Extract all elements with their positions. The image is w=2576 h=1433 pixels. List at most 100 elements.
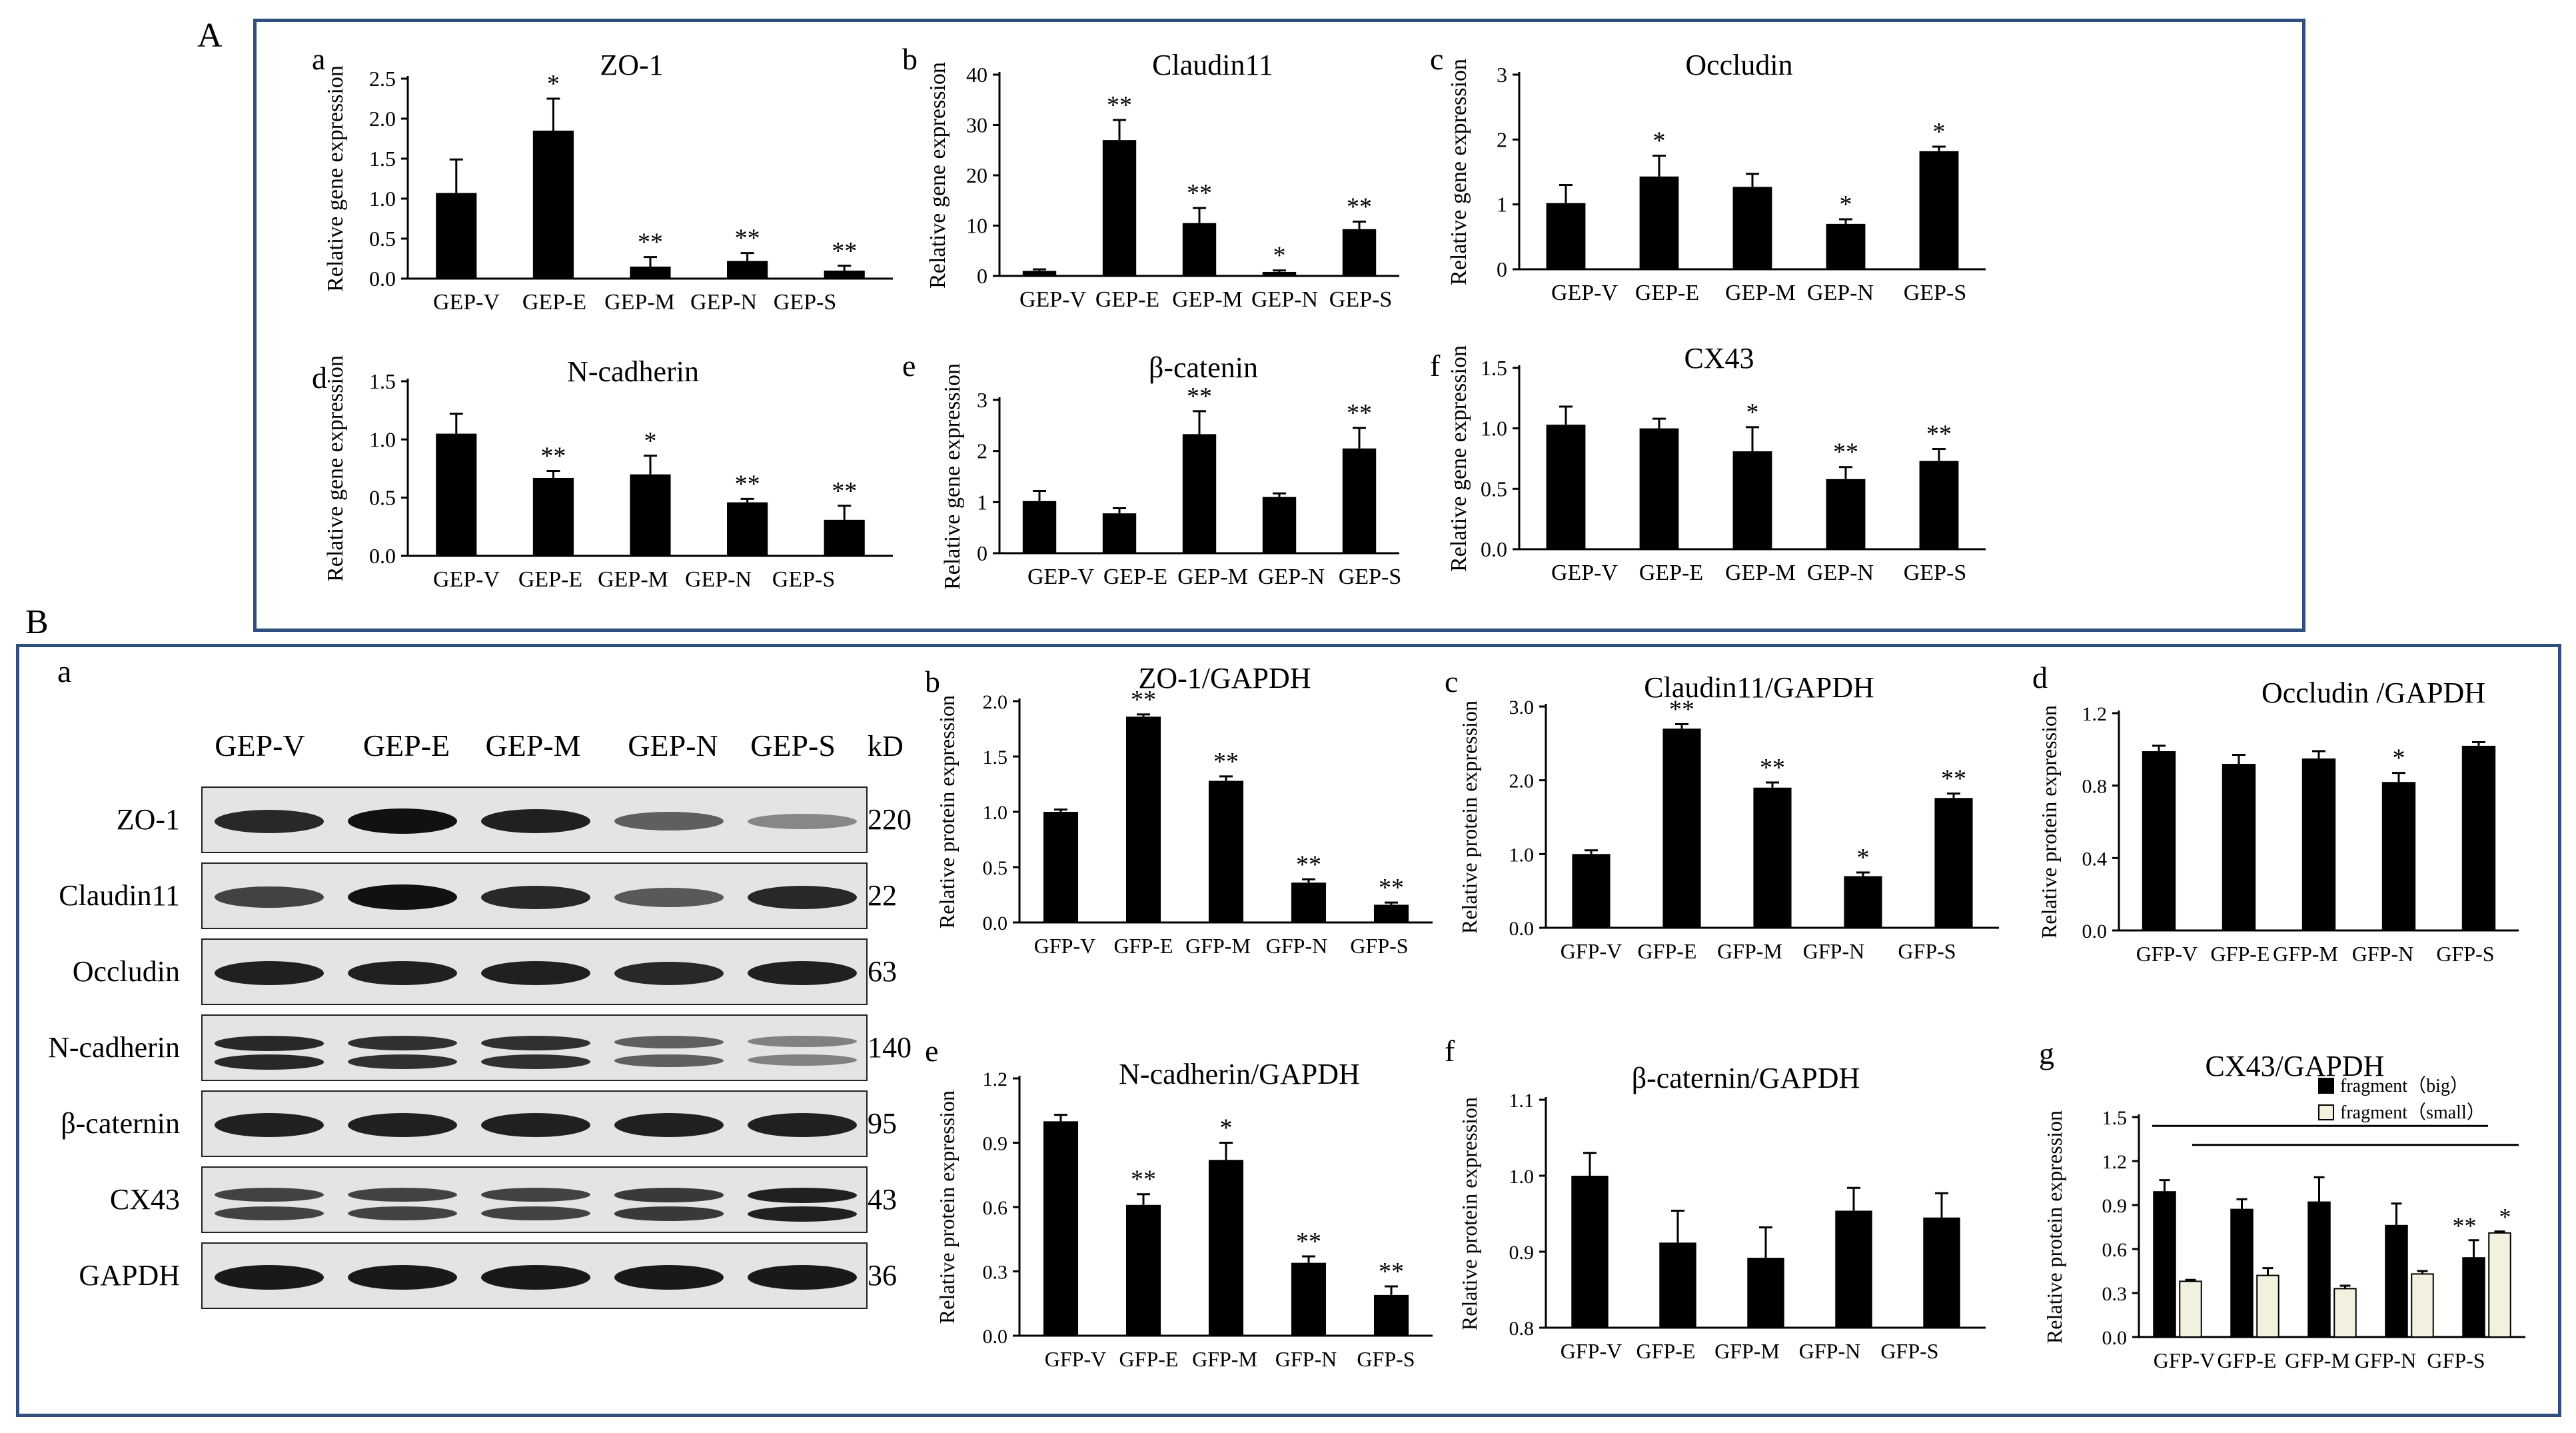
blot-band xyxy=(614,1113,724,1137)
blot-band xyxy=(614,961,724,985)
blot-band xyxy=(614,1264,724,1290)
x-tick-label: GEP-V xyxy=(1551,281,1618,305)
legend-swatch xyxy=(2318,1104,2334,1120)
blot-band xyxy=(748,1188,857,1203)
y-axis-label: Relative gene expression xyxy=(926,62,950,289)
x-tick-label: GEP-E xyxy=(522,290,586,315)
y-tick-label: 0.9 xyxy=(983,1133,1008,1155)
x-tick-label: GEP-N xyxy=(1807,561,1874,585)
bar xyxy=(630,267,671,279)
y-tick-label: 1.2 xyxy=(983,1068,1008,1090)
bar xyxy=(2385,1224,2408,1338)
blot-band xyxy=(348,884,457,910)
x-tick-label: GEP-V xyxy=(1551,561,1618,585)
y-axis-label: Relative protein expression xyxy=(1457,701,1481,934)
chart-title: Occludin /GAPDH xyxy=(2261,677,2485,709)
bar xyxy=(1639,428,1679,549)
y-tick-label: 1.5 xyxy=(2102,1107,2128,1129)
y-tick-label: 10 xyxy=(966,214,987,238)
y-tick-label: 2 xyxy=(1497,127,1507,151)
blot-band xyxy=(614,1188,724,1202)
x-tick-label: GEP-S xyxy=(1904,561,1966,585)
bar xyxy=(1182,223,1217,276)
panel-letter: d xyxy=(2032,661,2048,695)
significance-mark: ** xyxy=(832,237,857,265)
x-tick-label: GEP-N xyxy=(1258,565,1325,589)
blot-band xyxy=(215,809,324,833)
bar xyxy=(1291,1262,1327,1336)
blot-band xyxy=(481,885,590,909)
x-tick-label: GFP-V xyxy=(1561,1339,1622,1363)
y-tick-label: 30 xyxy=(966,113,987,137)
bar xyxy=(2461,745,2496,930)
significance-mark: ** xyxy=(1379,1258,1404,1286)
bar xyxy=(1546,425,1586,549)
bar xyxy=(1373,1294,1409,1336)
significance-mark: * xyxy=(644,427,657,455)
x-tick-label: GFP-N xyxy=(1803,939,1864,963)
blot-band xyxy=(481,1036,590,1050)
x-tick-label: GEP-E xyxy=(518,567,582,592)
y-tick-label: 1.0 xyxy=(1509,1166,1535,1188)
bar xyxy=(532,477,574,556)
blot-row-kd: 140 xyxy=(868,1031,912,1064)
bar xyxy=(436,193,477,279)
bar xyxy=(1919,151,1959,269)
blot-row-kd: 63 xyxy=(868,955,897,988)
significance-mark: * xyxy=(547,70,560,98)
blot-strip xyxy=(201,862,868,929)
y-tick-label: 0.0 xyxy=(1481,537,1507,561)
bar xyxy=(1291,882,1327,922)
legend-swatch xyxy=(2318,1078,2334,1094)
x-tick-label: GEP-N xyxy=(1807,281,1874,305)
y-tick-label: 1.0 xyxy=(983,802,1008,824)
blot-band xyxy=(215,1264,324,1290)
bar xyxy=(1639,176,1679,269)
blot-panel-letter: a xyxy=(57,654,72,689)
blot-row-kd: 95 xyxy=(868,1107,897,1140)
x-tick-label: GFP-E xyxy=(2211,942,2270,966)
significance-mark: * xyxy=(1933,118,1946,146)
x-tick-label: GFP-E xyxy=(2218,1348,2277,1372)
y-tick-label: 40 xyxy=(966,63,987,87)
y-axis-label: Relative protein expression xyxy=(2037,705,2061,938)
x-tick-label: GEP-V xyxy=(433,567,500,592)
blot-band xyxy=(748,1054,857,1066)
blot-band xyxy=(215,886,324,908)
y-tick-label: 1.2 xyxy=(2102,1151,2128,1173)
y-tick-label: 1.1 xyxy=(1509,1090,1535,1112)
significance-mark: ** xyxy=(1107,91,1132,119)
y-tick-label: 1.0 xyxy=(369,187,396,211)
blot-strip xyxy=(201,1090,868,1157)
bar xyxy=(2411,1273,2434,1338)
bar xyxy=(727,261,768,279)
x-tick-label: GEP-M xyxy=(1172,287,1243,312)
blot-band xyxy=(614,1036,724,1048)
x-tick-label: GFP-E xyxy=(1114,934,1173,958)
bar xyxy=(1125,716,1161,922)
significance-mark: ** xyxy=(1760,754,1785,782)
y-axis-label: Relative protein expression xyxy=(1457,1097,1481,1330)
x-tick-label: GFP-N xyxy=(1799,1339,1860,1363)
blot-band xyxy=(481,1188,590,1202)
x-tick-label: GEP-E xyxy=(1095,287,1159,312)
x-tick-label: GFP-S xyxy=(1880,1339,1938,1363)
x-tick-label: GEP-V xyxy=(1019,287,1087,312)
blot-band xyxy=(481,1054,590,1069)
y-tick-label: 1.0 xyxy=(1481,417,1507,441)
y-tick-label: 1.5 xyxy=(1481,356,1507,380)
blot-band xyxy=(748,961,857,985)
bar xyxy=(1732,187,1772,269)
panel-letter: f xyxy=(1430,349,1441,383)
blot-band xyxy=(348,1113,457,1137)
bar xyxy=(2256,1274,2279,1338)
blot-strip xyxy=(201,938,868,1005)
chart-title: Occludin xyxy=(1685,49,1792,81)
y-tick-label: 0.8 xyxy=(2082,776,2108,798)
blot-strip xyxy=(201,786,868,853)
y-tick-label: 0.4 xyxy=(2082,848,2108,870)
blot-row-label: N-cadherin xyxy=(48,1031,180,1064)
panel-letter: f xyxy=(1445,1034,1455,1068)
legend-label: fragment（small） xyxy=(2340,1102,2485,1123)
y-tick-label: 1.5 xyxy=(983,746,1008,768)
